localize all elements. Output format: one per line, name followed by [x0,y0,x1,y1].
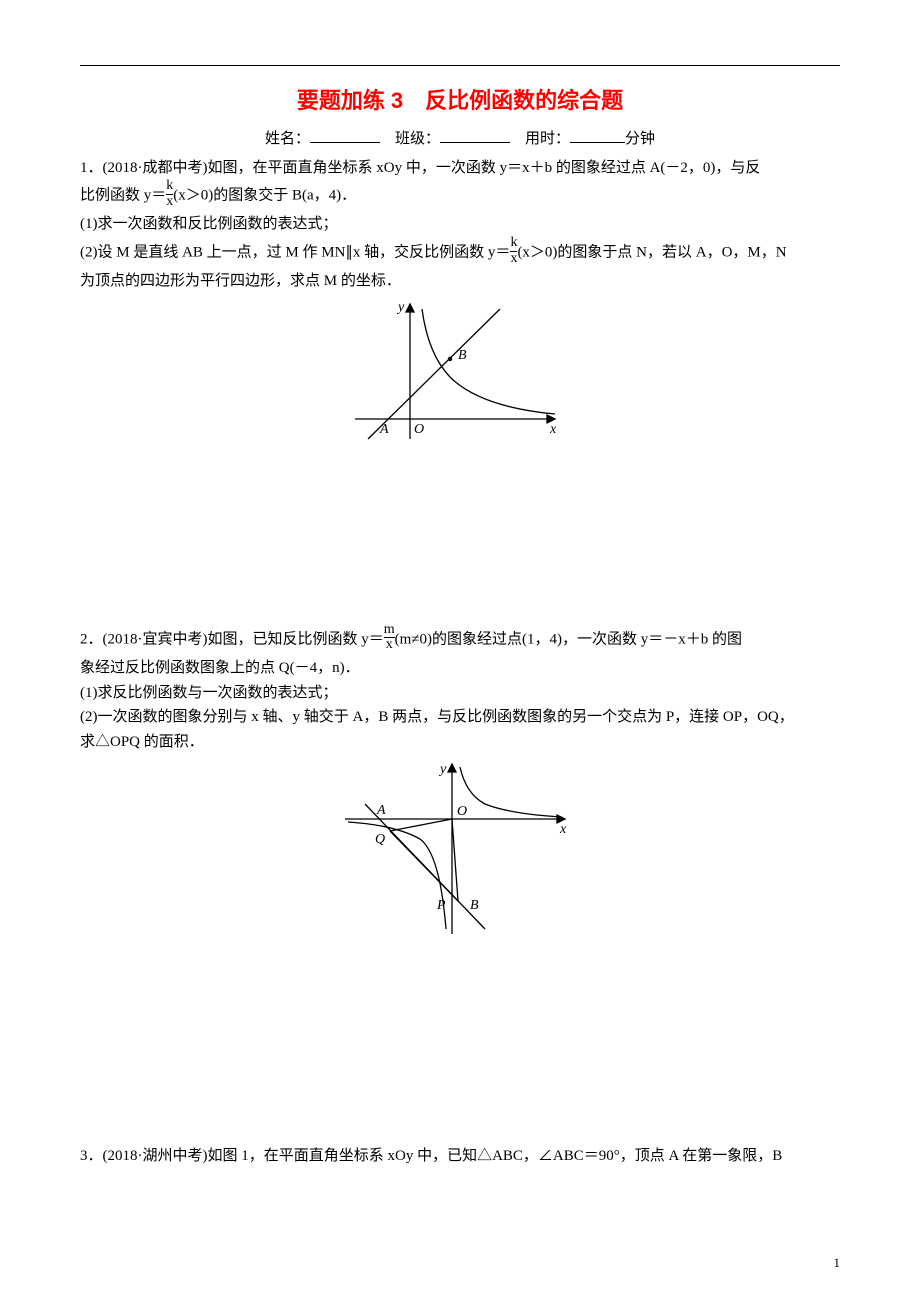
q1-p2-pre: (2)设 M 是直线 AB 上一点，过 M 作 MN∥x 轴，交反比例函数 y＝ [80,245,510,261]
figure-2: y x O A Q P B [340,759,580,939]
fig2-label-x: x [559,822,567,837]
q3-line1: 3．(2018·湖州中考)如图 1，在平面直角坐标系 xOy 中，已知△ABC，… [80,1145,840,1168]
q2-part2a: (2)一次函数的图象分别与 x 轴、y 轴交于 A，B 两点，与反比例函数图象的… [80,706,840,729]
q1-line1a: 1．(2018·成都中考)如图，在平面直角坐标系 xOy 中，一次函数 y＝x＋… [80,157,840,180]
time-unit: 分钟 [625,131,655,147]
class-blank [440,127,510,143]
q1-frac2-num: k [510,236,517,251]
q1-frac1-den: x [166,194,173,210]
page-number: 1 [834,1253,841,1273]
fig1-label-O: O [414,422,424,437]
time-blank [570,127,625,143]
info-line: 姓名： 班级： 用时： 分钟 [80,127,840,151]
class-label: 班级： [395,131,440,147]
q2-line1-pre: 2．(2018·宜宾中考)如图，已知反比例函数 y＝ [80,631,384,647]
q1-part2a: (2)设 M 是直线 AB 上一点，过 M 作 MN∥x 轴，交反比例函数 y＝… [80,238,840,268]
name-blank [310,127,380,143]
top-rule [80,65,840,66]
fig2-label-y: y [438,762,447,777]
q2-part2b: 求△OPQ 的面积． [80,731,840,754]
q2-line1-post: (m≠0)的图象经过点(1，4)，一次函数 y＝－x＋b 的图 [395,631,742,647]
page-title: 要题加练 3 反比例函数的综合题 [80,84,840,117]
fig2-label-Q: Q [375,832,385,847]
q1-frac1-num: k [166,179,173,194]
spacer-1 [80,453,840,623]
name-label: 姓名： [265,131,310,147]
q2-line2: 象经过反比例函数图象上的点 Q(－4，n)． [80,657,840,680]
fig1-label-B: B [458,348,467,363]
fig2-label-A: A [376,803,386,818]
q2-frac-num: m [384,623,395,638]
fig2-label-P: P [436,898,446,913]
figure-1: B A O x y [350,299,570,449]
q1-frac2-den: x [510,251,517,267]
q1-p2-post: (x＞0)的图象于点 N，若以 A，O，M，N [517,245,786,261]
q2-frac: mx [384,623,395,653]
q2-frac-den: x [384,637,395,653]
fig1-label-A: A [379,422,389,437]
fig2-label-O: O [457,804,467,819]
q2-line1: 2．(2018·宜宾中考)如图，已知反比例函数 y＝mx(m≠0)的图象经过点(… [80,625,840,655]
fig1-label-y: y [396,300,405,315]
q1-part1: (1)求一次函数和反比例函数的表达式； [80,213,840,236]
q2-part1: (1)求反比例函数与一次函数的表达式； [80,682,840,705]
fig2-label-B: B [470,898,479,913]
q1-frac2: kx [510,236,517,266]
q1-line1b-pre: 比例函数 y＝ [80,188,166,204]
page: 要题加练 3 反比例函数的综合题 姓名： 班级： 用时： 分钟 1．(2018·成… [0,0,920,1302]
q1-line1b: 比例函数 y＝kx(x＞0)的图象交于 B(a，4)． [80,181,840,211]
time-label: 用时： [525,131,570,147]
q1-part2b: 为顶点的四边形为平行四边形，求点 M 的坐标． [80,270,840,293]
spacer-2 [80,943,840,1143]
q1-line1b-post: (x＞0)的图象交于 B(a，4)． [173,188,356,204]
q1-frac1: kx [166,179,173,209]
fig1-label-x: x [549,422,557,437]
